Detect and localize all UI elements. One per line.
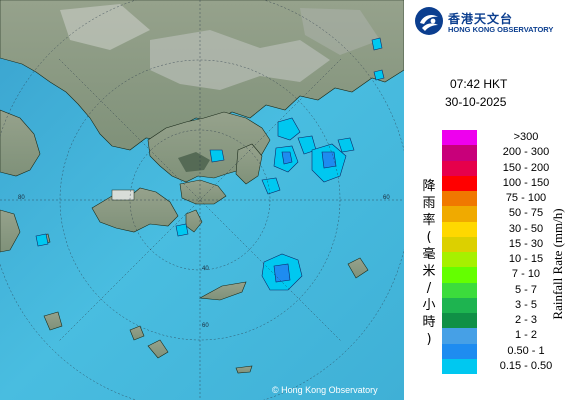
legend-row: 2 - 3 bbox=[442, 313, 573, 329]
range-rings bbox=[0, 0, 404, 400]
legend-swatch bbox=[442, 236, 477, 252]
rain-echoes bbox=[35, 37, 385, 291]
kowloon-urban bbox=[178, 152, 210, 172]
legend-swatch bbox=[442, 267, 477, 283]
range-ring-label-4: 80 bbox=[18, 195, 25, 201]
island-south-3 bbox=[147, 339, 169, 359]
legend-label: 100 - 150 bbox=[502, 176, 550, 189]
legend-label: 1 - 2 bbox=[514, 329, 537, 342]
hko-name-en: HONG KONG OBSERVATORY bbox=[448, 25, 554, 34]
legend-row: 75 - 100 bbox=[442, 191, 573, 207]
legend-label: 3 - 5 bbox=[514, 298, 537, 311]
sai-kung-peninsula bbox=[235, 143, 263, 185]
legend-label: 5 - 7 bbox=[514, 283, 537, 296]
legend-label: 50 - 75 bbox=[508, 207, 544, 220]
airport-platform bbox=[111, 189, 135, 201]
legend-label: 75 - 100 bbox=[505, 192, 547, 204]
legend-row: 150 - 200 bbox=[442, 160, 573, 176]
radar-map: 40 60 60 80 © Hong Kong Observatory bbox=[0, 0, 404, 400]
legend-row: 3 - 5 bbox=[442, 297, 573, 313]
legend-label: 15 - 30 bbox=[508, 237, 544, 250]
hko-logo: 香港天文台 HONG KONG OBSERVATORY bbox=[414, 6, 574, 36]
range-ring-label-1: 40 bbox=[202, 266, 209, 272]
legend-label: 2 - 3 bbox=[514, 314, 537, 326]
legend-swatch bbox=[442, 206, 477, 222]
legend-row: 5 - 7 bbox=[442, 282, 573, 298]
legend-swatch bbox=[442, 313, 477, 329]
legend-label: 10 - 15 bbox=[508, 253, 544, 265]
legend-row: 0.50 - 1 bbox=[442, 343, 573, 359]
mainland-cloud-cover-2 bbox=[60, 4, 150, 50]
island-south-5 bbox=[235, 365, 253, 374]
legend-label: 30 - 50 bbox=[508, 222, 544, 235]
legend-swatch bbox=[442, 221, 477, 237]
legend-row: 100 - 150 bbox=[442, 175, 573, 191]
island-south-4 bbox=[129, 325, 145, 341]
legend-row: 10 - 15 bbox=[442, 252, 573, 268]
legend-row: 0.15 - 0.50 bbox=[442, 358, 573, 374]
radar-date: 30-10-2025 bbox=[445, 95, 507, 109]
range-ring-label-3: 60 bbox=[202, 323, 209, 329]
west-shore-landmass bbox=[0, 109, 41, 177]
legend-title-en: Rainfall Rate (mm/h) bbox=[550, 208, 565, 320]
radar-time: 07:42 HKT bbox=[450, 77, 508, 91]
copyright-text: © Hong Kong Observatory bbox=[272, 385, 378, 395]
legend-row: 1 - 2 bbox=[442, 328, 573, 344]
legend-swatch bbox=[442, 282, 477, 298]
mainland-cloud-cover bbox=[150, 30, 330, 90]
range-ring-label-2: 60 bbox=[383, 195, 390, 201]
legend-row: 7 - 10 bbox=[442, 267, 573, 283]
legend-swatch bbox=[442, 145, 477, 161]
hko-logo-icon bbox=[415, 7, 443, 35]
legend-swatch bbox=[442, 297, 477, 313]
legend-row: >300 bbox=[442, 130, 573, 146]
radar-map-canvas: 40 60 60 80 bbox=[0, 0, 404, 400]
legend-row: 200 - 300 bbox=[442, 145, 573, 161]
west-shore-landmass-2 bbox=[0, 209, 21, 253]
info-panel: 香港天文台 HONG KONG OBSERVATORY 07:42 HKT 30… bbox=[404, 0, 577, 400]
legend-swatch bbox=[442, 343, 477, 359]
legend-label: 7 - 10 bbox=[511, 268, 541, 281]
legend-swatch bbox=[442, 160, 477, 176]
island-south-6 bbox=[347, 257, 369, 279]
legend-label: 0.50 - 1 bbox=[507, 344, 545, 357]
legend-swatch bbox=[442, 191, 477, 207]
legend-swatch bbox=[442, 252, 477, 268]
legend-row: 50 - 75 bbox=[442, 206, 573, 222]
legend-label: 200 - 300 bbox=[502, 146, 550, 159]
legend-row: 30 - 50 bbox=[442, 221, 573, 237]
island-south-1 bbox=[199, 281, 247, 301]
hko-name-cn: 香港天文台 bbox=[448, 12, 514, 26]
legend-swatch bbox=[442, 358, 477, 374]
legend-label: 0.15 - 0.50 bbox=[499, 359, 553, 372]
legend-swatch bbox=[442, 130, 477, 146]
legend-label: >300 bbox=[513, 131, 539, 143]
mainland-cloud-cover-3 bbox=[300, 8, 380, 55]
legend-row: 15 - 30 bbox=[442, 236, 573, 252]
legend-title-cn: 降雨率(毫米 / 小時) bbox=[422, 179, 436, 347]
legend-label: 150 - 200 bbox=[502, 161, 550, 174]
legend-swatch bbox=[442, 175, 477, 191]
legend-swatch bbox=[442, 328, 477, 344]
island-south-2 bbox=[43, 311, 63, 331]
